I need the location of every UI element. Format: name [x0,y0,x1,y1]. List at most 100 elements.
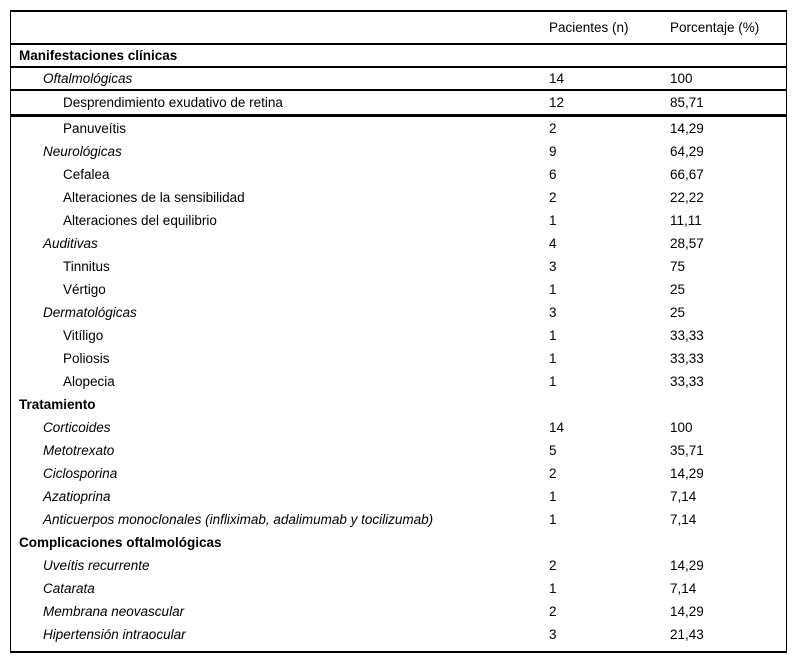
row-percentage: 25 [670,282,686,297]
row-patients-n: 3 [549,305,557,320]
row-percentage: 28,57 [670,236,704,251]
row-patients-n: 2 [549,190,557,205]
table-bottom-spacer [11,646,786,651]
row-patients-n: 3 [549,627,557,642]
row-percentage: 100 [670,71,693,86]
row-label: Manifestaciones clínicas [19,48,178,63]
row-percentage: 21,43 [670,627,704,642]
row-patients-n: 1 [549,282,557,297]
row-percentage: 14,29 [670,121,704,136]
table-row: Uveítis recurrente 2 14,29 [11,554,786,577]
table-row: Metotrexato 5 35,71 [11,439,786,462]
row-patients-n: 1 [549,374,557,389]
table-row: Azatioprina 1 7,14 [11,485,786,508]
row-percentage: 75 [670,259,686,274]
row-label: Auditivas [43,236,98,251]
row-label: Oftalmológicas [43,71,133,86]
row-label: Membrana neovascular [43,604,185,619]
row-percentage: 7,14 [670,581,697,596]
table-row: Anticuerpos monoclonales (infliximab, ad… [11,508,786,531]
row-percentage: 11,11 [670,213,702,228]
row-patients-n: 1 [549,512,557,527]
row-label: Panuveítis [63,121,127,136]
row-label: Desprendimiento exudativo de retina [63,95,283,110]
table-row: Auditivas 4 28,57 [11,232,786,255]
row-label: Hipertensión intraocular [43,627,186,642]
table-row: Alopecia 1 33,33 [11,370,786,393]
row-label: Ciclosporina [43,466,118,481]
row-patients-n: 2 [549,604,557,619]
row-label: Azatioprina [43,489,111,504]
row-percentage: 66,67 [670,167,704,182]
table-row: Poliosis 1 33,33 [11,347,786,370]
table-row: Complicaciones oftalmológicas [11,531,786,554]
row-label: Alteraciones del equilibrio [63,213,217,228]
row-label: Metotrexato [43,443,115,458]
row-patients-n: 4 [549,236,557,251]
row-patients-n: 1 [549,328,557,343]
row-label: Anticuerpos monoclonales (infliximab, ad… [43,512,434,527]
table-row: Neurológicas 9 64,29 [11,140,786,163]
row-percentage: 100 [670,420,693,435]
table-row: Tinnitus 3 75 [11,255,786,278]
table-row: Manifestaciones clínicas [11,45,786,68]
row-patients-n: 1 [549,581,557,596]
table-row: Membrana neovascular 2 14,29 [11,600,786,623]
row-percentage: 14,29 [670,466,704,481]
table-header-row: Pacientes (n) Porcentaje (%) [11,12,786,45]
row-label: Dermatológicas [43,305,137,320]
table-body: Manifestaciones clínicas Oftalmológicas 14… [11,45,786,646]
row-label: Vértigo [63,282,106,297]
row-percentage: 33,33 [670,374,704,389]
table-row: Cefalea 6 66,67 [11,163,786,186]
row-patients-n: 1 [549,213,557,228]
row-percentage: 14,29 [670,604,704,619]
table-row: Alteraciones de la sensibilidad 2 22,22 [11,186,786,209]
table-row: Desprendimiento exudativo de retina 12 85,… [11,91,786,117]
table-row: Tratamiento [11,393,786,416]
row-label: Catarata [43,581,95,596]
row-percentage: 7,14 [670,489,697,504]
table-row: Oftalmológicas 14 100 [11,68,786,91]
table-row: Vértigo 1 25 [11,278,786,301]
table-row: Alteraciones del equilibrio 1 11,11 [11,209,786,232]
row-patients-n: 2 [549,121,557,136]
row-percentage: 14,29 [670,558,704,573]
row-patients-n: 2 [549,558,557,573]
row-percentage: 33,33 [670,351,704,366]
row-percentage: 35,71 [670,443,704,458]
row-patients-n: 12 [549,95,565,110]
column-header-porcentaje: Porcentaje (%) [670,20,760,35]
row-patients-n: 14 [549,420,565,435]
column-header-pacientes: Pacientes (n) [549,20,629,35]
row-percentage: 85,71 [670,95,704,110]
table-row: Panuveítis 2 14,29 [11,117,786,140]
row-patients-n: 6 [549,167,557,182]
row-patients-n: 1 [549,489,557,504]
row-label: Corticoides [43,420,111,435]
row-label: Uveítis recurrente [43,558,150,573]
row-label: Tratamiento [19,397,96,412]
row-label: Neurológicas [43,144,122,159]
table-row: Dermatológicas 3 25 [11,301,786,324]
row-patients-n: 2 [549,466,557,481]
table-row: Ciclosporina 2 14,29 [11,462,786,485]
table-row: Vitíligo 1 33,33 [11,324,786,347]
row-label: Poliosis [63,351,110,366]
row-percentage: 7,14 [670,512,697,527]
row-percentage: 22,22 [670,190,704,205]
row-label: Alteraciones de la sensibilidad [63,190,245,205]
row-patients-n: 5 [549,443,557,458]
row-percentage: 33,33 [670,328,704,343]
table-row: Corticoides 14 100 [11,416,786,439]
row-label: Alopecia [63,374,115,389]
row-patients-n: 1 [549,351,557,366]
row-label: Vitíligo [63,328,104,343]
row-percentage: 64,29 [670,144,704,159]
row-label: Complicaciones oftalmológicas [19,535,222,550]
clinical-table: Pacientes (n) Porcentaje (%) Manifestaci… [10,10,787,653]
row-patients-n: 14 [549,71,565,86]
row-patients-n: 3 [549,259,557,274]
table-row: Catarata 1 7,14 [11,577,786,600]
